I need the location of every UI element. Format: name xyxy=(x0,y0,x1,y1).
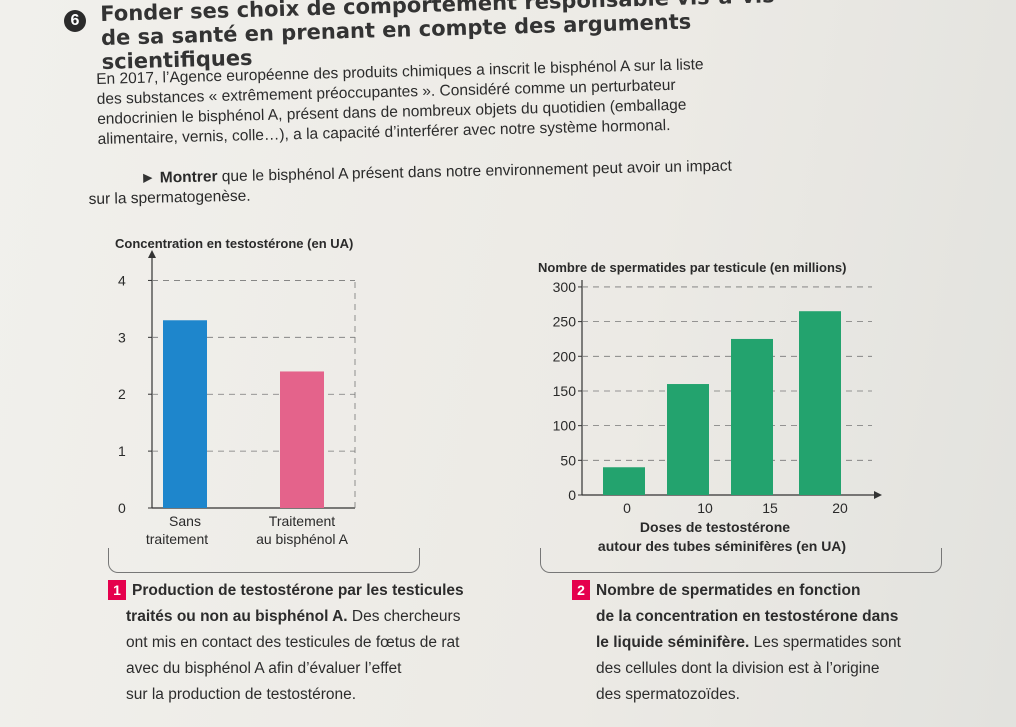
task-verb: Montrer xyxy=(159,168,218,187)
testosterone-bar-chart: Concentration en testostérone (en UA) 0 1 2… xyxy=(115,236,356,547)
bar xyxy=(799,311,841,495)
caption-1: 1 Production de testostérone par les test… xyxy=(108,578,528,708)
caption-2-title-3: le liquide séminifère. xyxy=(596,634,750,651)
x-tick-label: 0 xyxy=(623,500,631,516)
y-tick-label: 4 xyxy=(118,272,126,288)
caption-1-line: ont mis en contact des testicules de fœt… xyxy=(126,634,460,651)
caption-1-line: sur la production de testostérone. xyxy=(126,686,357,703)
y-tick-label: 3 xyxy=(118,329,126,345)
x-tick-label: 10 xyxy=(697,500,713,516)
caption-bracket-2 xyxy=(540,548,942,573)
y-axis-arrow-icon xyxy=(148,250,156,258)
x-tick-label: traitement xyxy=(146,531,208,547)
caption-2-line: des spermatozoïdes. xyxy=(596,686,740,703)
caption-number-2: 2 xyxy=(572,580,590,600)
y-tick-label: 200 xyxy=(553,348,577,364)
y-tick-label: 300 xyxy=(553,279,577,295)
bar xyxy=(280,371,324,508)
y-tick-label: 50 xyxy=(560,452,576,468)
caption-2-title-2: de la concentration en testostérone dans xyxy=(596,608,899,625)
y-tick-label: 2 xyxy=(118,386,126,402)
caption-1-title-2: traités ou non au bisphénol A. xyxy=(126,608,348,625)
caption-2: 2 Nombre de spermatides en fonction de la… xyxy=(572,578,992,708)
caption-1-title: Production de testostérone par les testi… xyxy=(132,582,464,599)
x-tick-label: Sans xyxy=(169,513,201,529)
intro-paragraph: En 2017, l’Agence européenne des produit… xyxy=(96,53,788,150)
bar xyxy=(603,467,645,495)
y-tick-label: 0 xyxy=(118,500,126,516)
y-axis-label: Nombre de spermatides par testicule (en … xyxy=(538,260,846,275)
y-tick-label: 150 xyxy=(553,383,577,399)
bar xyxy=(667,384,709,495)
y-tick-label: 100 xyxy=(553,418,577,434)
x-axis-arrow-icon xyxy=(874,491,882,499)
spermatides-bar-chart: Nombre de spermatides par testicule (en … xyxy=(538,260,882,554)
arrow-icon: ► xyxy=(140,169,156,187)
y-tick-label: 1 xyxy=(118,443,126,459)
bar xyxy=(163,320,207,508)
exercise-number: 6 xyxy=(64,10,86,32)
caption-bracket-1 xyxy=(108,548,420,573)
caption-1-line: avec du bisphénol A afin d’évaluer l’eff… xyxy=(126,660,402,677)
caption-2-text: Les spermatides sont xyxy=(749,634,901,651)
x-axis-label: autour des tubes séminifères (en UA) xyxy=(598,538,846,554)
bar xyxy=(731,338,773,495)
x-tick-label: 20 xyxy=(832,500,848,516)
x-tick-label: au bisphénol A xyxy=(256,531,349,547)
x-axis-label: Doses de testostérone xyxy=(640,519,790,535)
caption-2-title: Nombre de spermatides en fonction xyxy=(596,582,861,599)
caption-1-text: Des chercheurs xyxy=(347,608,461,625)
caption-number-1: 1 xyxy=(108,580,126,600)
x-tick-label: Traitement xyxy=(269,513,336,529)
y-tick-label: 250 xyxy=(553,314,577,330)
x-tick-label: 15 xyxy=(762,500,778,516)
task-instruction: ► Montrer que le bisphénol A présent dan… xyxy=(88,156,779,210)
y-tick-label: 0 xyxy=(568,487,576,503)
caption-2-line: des cellules dont la division est à l’or… xyxy=(596,660,880,677)
y-axis-label: Concentration en testostérone (en UA) xyxy=(115,236,353,251)
